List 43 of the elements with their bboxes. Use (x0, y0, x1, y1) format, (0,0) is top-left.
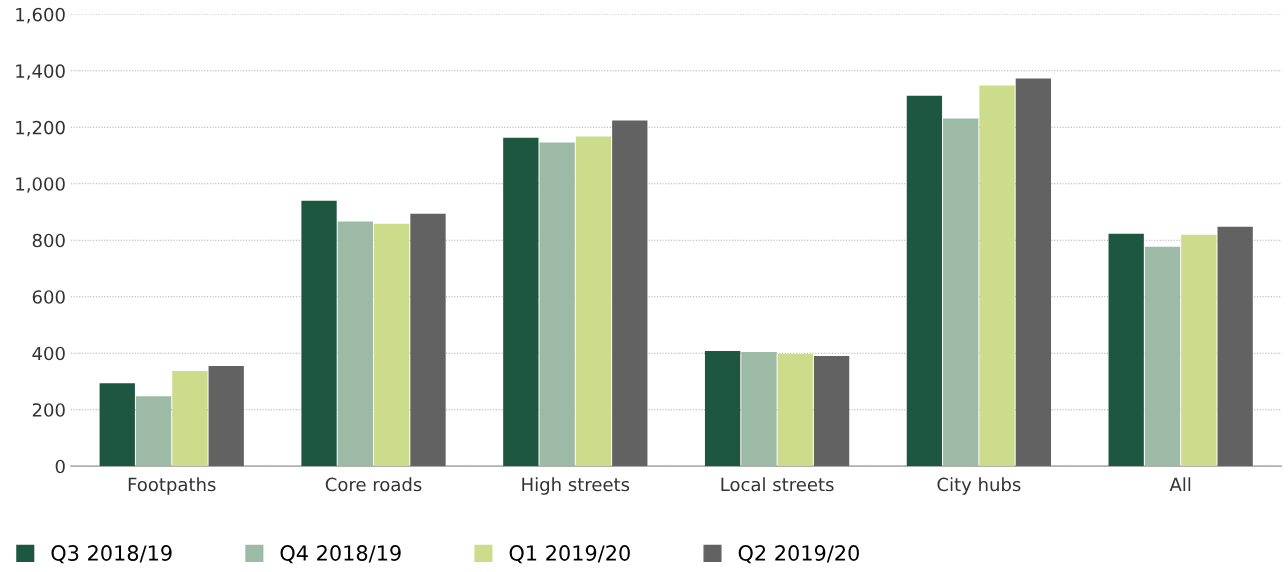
y-tick-label: 1,400 (16, 64, 65, 80)
bar (1108, 233, 1144, 467)
legend-label: Q2 2019/20 (738, 545, 859, 564)
bar (301, 200, 337, 467)
x-tick-label: All (1169, 477, 1191, 492)
x-tick-label: Core roads (325, 477, 422, 492)
x-tick-label: City hubs (937, 477, 1021, 495)
y-tick-label: 1,000 (16, 177, 65, 193)
bar (1217, 226, 1253, 467)
y-tick-label: 400 (32, 346, 65, 361)
x-tick-label: High streets (522, 477, 630, 495)
bar (1181, 234, 1217, 467)
y-tick-label: 200 (32, 403, 65, 417)
bar (575, 136, 612, 467)
x-tick-label: Local streets (721, 477, 834, 492)
bar (503, 137, 539, 467)
bar (135, 396, 172, 467)
bar (612, 120, 648, 467)
bar (777, 354, 813, 467)
bar (374, 223, 410, 467)
bar (704, 350, 741, 467)
bar (208, 365, 244, 467)
bar (741, 352, 777, 467)
legend-label: Q4 2018/19 (280, 545, 401, 564)
bar (172, 371, 208, 467)
bar (813, 356, 850, 467)
legend-label: Q3 2018/19 (51, 545, 172, 564)
y-tick-label: 1,600 (16, 7, 65, 24)
bar (906, 95, 943, 467)
y-tick-label: 800 (32, 233, 65, 248)
x-tick-label: Footpaths (128, 477, 216, 495)
bar (943, 118, 979, 467)
y-tick-label: 0 (55, 459, 65, 474)
bar (1144, 246, 1181, 467)
legend-label: Q1 2019/20 (509, 545, 630, 564)
bar (1015, 78, 1052, 467)
bar (979, 85, 1015, 467)
y-tick-label: 1,200 (16, 120, 65, 137)
y-tick-label: 600 (32, 290, 65, 304)
bar (410, 213, 446, 467)
bar (99, 383, 135, 467)
bar (337, 221, 374, 467)
bar (539, 142, 575, 467)
